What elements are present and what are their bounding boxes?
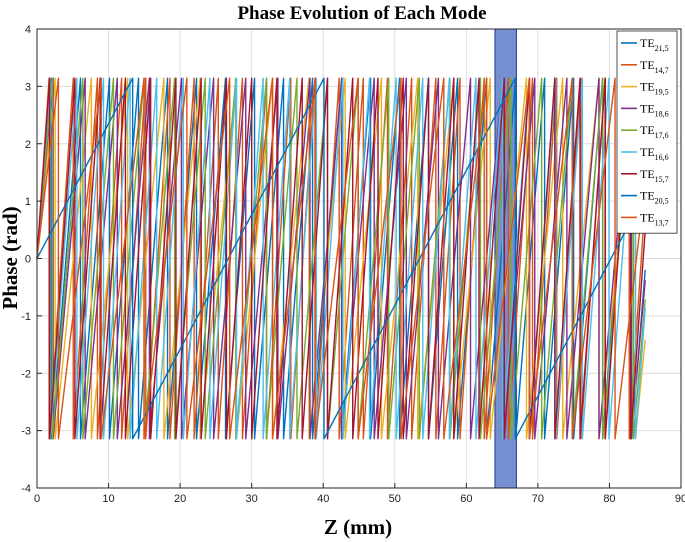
legend-entry: TE15,7 xyxy=(640,167,669,184)
legend-subscript: 19,5 xyxy=(655,88,669,97)
legend-entry: TE16,6 xyxy=(640,145,669,162)
legend-subscript: 14,7 xyxy=(655,66,669,75)
legend-label: TE xyxy=(640,101,655,115)
y-tick-label: 4 xyxy=(25,24,31,36)
legend-entry: TE18,6 xyxy=(640,101,669,118)
legend-label: TE xyxy=(640,36,655,50)
legend-label: TE xyxy=(640,145,655,159)
x-axis-label: Z (mm) xyxy=(324,515,392,539)
x-tick-label: 30 xyxy=(246,493,258,505)
legend-subscript: 18,6 xyxy=(655,109,669,118)
legend-label: TE xyxy=(640,80,655,94)
y-tick-label: 0 xyxy=(25,254,31,266)
x-tick-label: 90 xyxy=(675,493,685,505)
legend-subscript: 20,5 xyxy=(655,197,669,206)
chart-title: Phase Evolution of Each Mode xyxy=(237,3,486,24)
legend-subscript: 15,7 xyxy=(655,175,669,184)
series-line-2 xyxy=(36,77,646,440)
x-tick-label: 10 xyxy=(102,493,114,505)
legend-entry: TE20,5 xyxy=(640,189,669,206)
legend-entry: TE14,7 xyxy=(640,58,669,75)
legend-label: TE xyxy=(640,123,655,137)
x-tick-label: 70 xyxy=(532,493,544,505)
x-tick-label: 0 xyxy=(34,493,40,505)
legend: TE21,5TE14,7TE19,5TE18,6TE17,6TE16,6TE15… xyxy=(616,30,678,234)
x-tick-label: 20 xyxy=(174,493,186,505)
legend-label: TE xyxy=(640,167,655,181)
y-tick-label: 3 xyxy=(25,81,31,93)
x-axis-ticks: 0 10 20 30 40 50 60 70 80 90 xyxy=(34,483,685,505)
y-tick-label: -4 xyxy=(21,483,31,495)
series-line-6 xyxy=(36,77,646,440)
y-tick-label: 2 xyxy=(25,139,31,151)
y-tick-label: -1 xyxy=(21,311,31,323)
legend-subscript: 17,6 xyxy=(655,131,669,140)
legend-label: TE xyxy=(640,210,655,224)
legend-subscript: 21,5 xyxy=(655,44,669,53)
y-tick-label: -3 xyxy=(21,426,31,438)
legend-entry: TE17,6 xyxy=(640,123,669,140)
y-tick-label: -2 xyxy=(21,368,31,380)
legend-label: TE xyxy=(640,189,655,203)
plot-area xyxy=(36,77,646,440)
x-tick-label: 50 xyxy=(389,493,401,505)
legend-subscript: 16,6 xyxy=(655,153,669,162)
legend-subscript: 13,7 xyxy=(655,218,669,227)
y-axis-ticks: 4 3 2 1 0 -1 -2 -3 -4 xyxy=(21,24,42,495)
y-axis-label: Phase (rad) xyxy=(0,206,22,309)
series-line-8 xyxy=(36,77,646,440)
x-tick-label: 60 xyxy=(460,493,472,505)
legend-entry: TE21,5 xyxy=(640,36,669,53)
legend-entry: TE19,5 xyxy=(640,80,669,97)
legend-label: TE xyxy=(640,58,655,72)
legend-entry: TE13,7 xyxy=(640,210,669,227)
x-tick-label: 80 xyxy=(603,493,615,505)
x-tick-label: 40 xyxy=(317,493,329,505)
y-tick-label: 1 xyxy=(25,196,31,208)
series-line-7 xyxy=(36,77,646,440)
